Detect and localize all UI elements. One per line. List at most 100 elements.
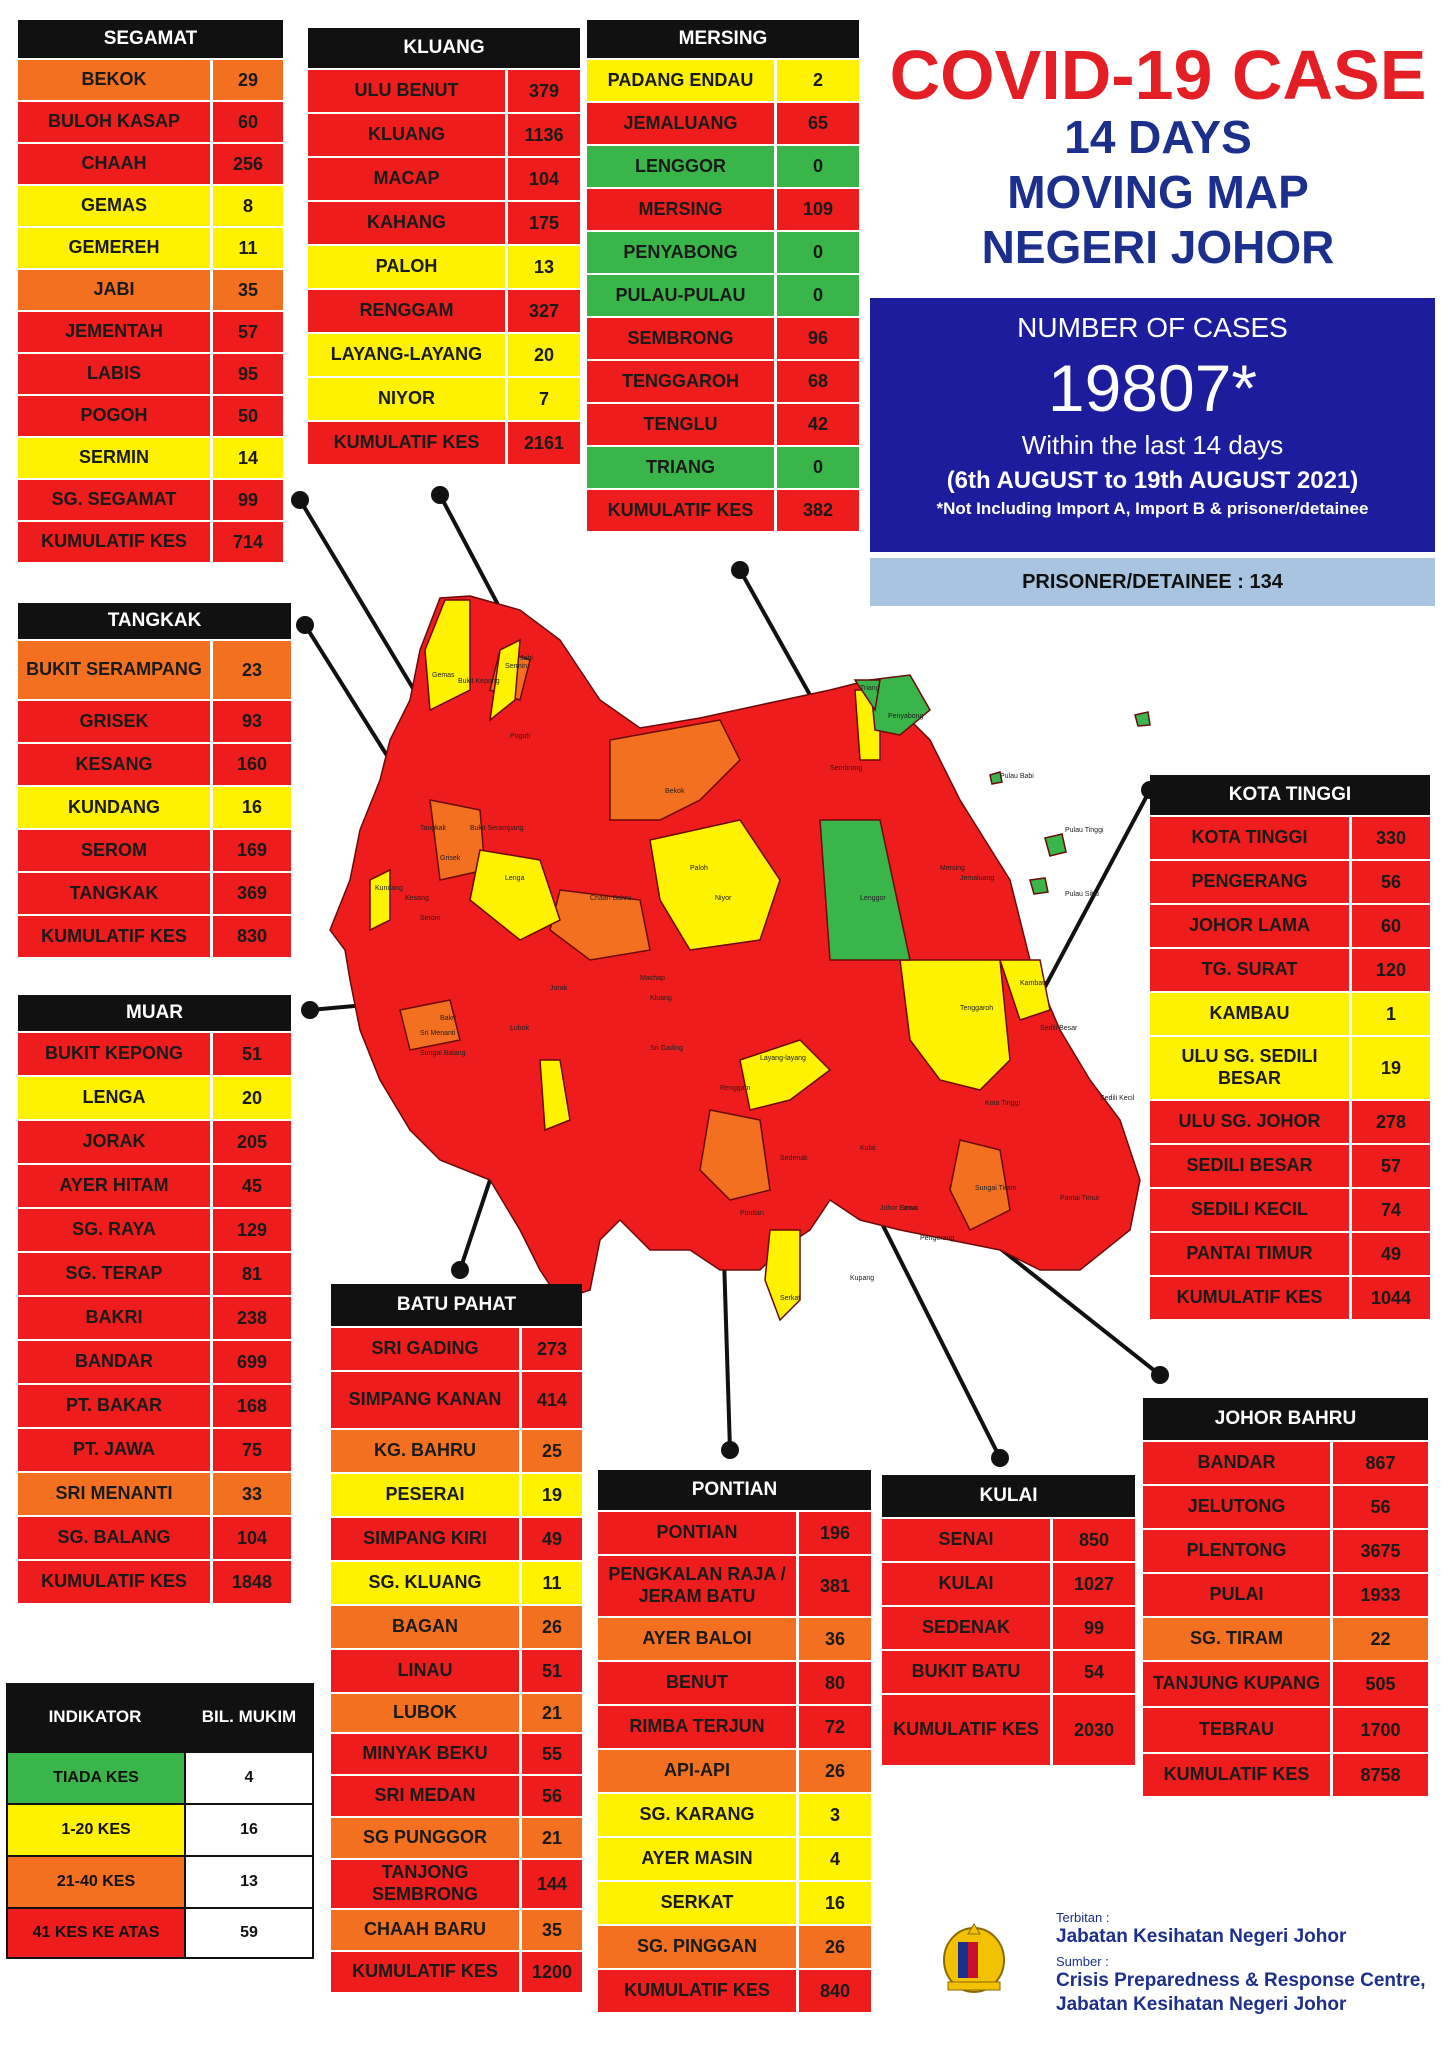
table-row: PADANG ENDAU 2 <box>587 58 859 101</box>
district-header: KOTA TINGGI <box>1150 775 1430 815</box>
case-count: 256 <box>213 144 283 184</box>
case-count: 330 <box>1352 817 1430 859</box>
table-row: BENUT 80 <box>598 1660 871 1704</box>
case-count: 278 <box>1352 1101 1430 1143</box>
crest-logo <box>940 1920 1008 1998</box>
mukim-name: POGOH <box>18 396 213 436</box>
case-count: 382 <box>777 490 859 531</box>
case-count: 3 <box>799 1794 871 1836</box>
case-count: 11 <box>213 228 283 268</box>
case-count: 0 <box>777 146 859 187</box>
mukim-name: PANTAI TIMUR <box>1150 1233 1352 1275</box>
case-count: 0 <box>777 232 859 273</box>
table-row: BUKIT KEPONG 51 <box>18 1031 291 1075</box>
map-place-label: Kambau <box>1020 980 1046 987</box>
map-place-label: Sembrong <box>830 765 862 772</box>
mukim-name: TG. SURAT <box>1150 949 1352 991</box>
mukim-name: SG. PINGGAN <box>598 1926 799 1968</box>
table-row: SG. BALANG 104 <box>18 1515 291 1559</box>
table-row: JOHOR LAMA 60 <box>1150 903 1430 947</box>
table-row: KESANG 160 <box>18 742 291 785</box>
case-count: 1848 <box>213 1561 291 1603</box>
region-kambau <box>998 959 1051 1021</box>
map-place-label: Sungai Balang <box>420 1050 466 1057</box>
mukim-name: RIMBA TERJUN <box>598 1706 799 1748</box>
map-place-label: Machap <box>640 975 665 982</box>
connector-dot <box>991 1449 1009 1467</box>
cumulative-row: KUMULATIF KES 714 <box>18 520 283 562</box>
district-table-batu-pahat: BATU PAHAT SRI GADING 273 SIMPANG KANAN 414 K… <box>331 1284 582 1992</box>
case-count: 99 <box>213 480 283 520</box>
case-count: 699 <box>213 1341 291 1383</box>
table-row: SG PUNGGOR 21 <box>331 1816 582 1858</box>
mukim-name: LAYANG-LAYANG <box>308 334 508 376</box>
mukim-name: LUBOK <box>331 1694 522 1732</box>
district-header: JOHOR BAHRU <box>1143 1398 1428 1440</box>
table-row: BAKRI 238 <box>18 1295 291 1339</box>
case-count: 414 <box>522 1372 582 1428</box>
table-row: SRI GADING 273 <box>331 1326 582 1370</box>
table-row: KLUANG 1136 <box>308 112 580 156</box>
mukim-name: PENGKALAN RAJA / JERAM BATU <box>598 1556 799 1616</box>
connector-dot <box>1151 1366 1169 1384</box>
table-row: BUKIT SERAMPANG 23 <box>18 639 291 699</box>
case-count: 175 <box>508 202 580 244</box>
case-count: 14 <box>213 438 283 478</box>
mukim-name: PENGERANG <box>1150 861 1352 903</box>
source-line-2: Jabatan Kesihatan Negeri Johor <box>1056 1994 1347 2015</box>
case-count: 1200 <box>522 1952 582 1992</box>
mukim-name: KUMULATIF KES <box>18 522 213 562</box>
table-row: BAGAN 26 <box>331 1604 582 1648</box>
district-table-kota-tinggi: KOTA TINGGI KOTA TINGGI 330 PENGERANG 56 JOHO… <box>1150 775 1430 1319</box>
table-row: MACAP 104 <box>308 156 580 200</box>
mukim-name: API-API <box>598 1750 799 1792</box>
case-count: 830 <box>213 916 291 957</box>
legend-row: TIADA KES 4 <box>6 1751 314 1803</box>
case-count: 850 <box>1053 1519 1135 1561</box>
region-sermin <box>488 638 521 722</box>
mukim-name: KUMULATIF KES <box>1143 1754 1333 1796</box>
table-row: JABI 35 <box>18 268 283 310</box>
mukim-name: BULOH KASAP <box>18 102 213 142</box>
mukim-name: GEMAS <box>18 186 213 226</box>
island-pulau-sibu <box>1029 877 1049 895</box>
title-main: COVID-19 CASE <box>889 36 1427 114</box>
case-count: 68 <box>777 361 859 402</box>
case-count: 7 <box>508 378 580 420</box>
cases-period: Within the last 14 days <box>1021 430 1284 460</box>
legend-row: 1-20 KES 16 <box>6 1803 314 1855</box>
table-row: ULU SG. JOHOR 278 <box>1150 1099 1430 1143</box>
mukim-name: ULU BENUT <box>308 70 508 112</box>
case-count: 55 <box>522 1734 582 1774</box>
table-row: TG. SURAT 120 <box>1150 947 1430 991</box>
region-paloh <box>649 819 781 951</box>
case-count: 2 <box>777 60 859 101</box>
table-row: SEDILI BESAR 57 <box>1150 1143 1430 1187</box>
island-pulau-babi <box>989 771 1003 785</box>
mukim-name: JOHOR LAMA <box>1150 905 1352 947</box>
published-by: Jabatan Kesihatan Negeri Johor <box>1056 1926 1347 1947</box>
district-header: KULAI <box>882 1475 1135 1517</box>
region-lenga <box>469 849 561 941</box>
table-row: PULAI 1933 <box>1143 1572 1428 1616</box>
case-count: 23 <box>213 641 291 699</box>
region-api-api <box>699 1109 771 1201</box>
mukim-name: NIYOR <box>308 378 508 420</box>
mukim-name: PT. JAWA <box>18 1429 213 1471</box>
table-row: BUKIT BATU 54 <box>882 1649 1135 1693</box>
mukim-name: KUMULATIF KES <box>882 1695 1053 1765</box>
map-place-label: Sedenak <box>780 1155 808 1162</box>
mukim-name: PULAU-PULAU <box>587 275 777 316</box>
table-row: GEMEREH 11 <box>18 226 283 268</box>
table-row: SERMIN 14 <box>18 436 283 478</box>
table-row: LENGA 20 <box>18 1075 291 1119</box>
legend-count: 59 <box>184 1909 314 1957</box>
map-place-label: Serkat <box>780 1295 800 1302</box>
table-row: KG. BAHRU 25 <box>331 1428 582 1472</box>
case-count: 29 <box>213 60 283 100</box>
case-count: 1027 <box>1053 1563 1135 1605</box>
case-count: 60 <box>1352 905 1430 947</box>
map-place-label: Jorak <box>550 985 568 992</box>
mukim-name: TRIANG <box>587 447 777 488</box>
table-row: ULU SG. SEDILI BESAR 19 <box>1150 1035 1430 1099</box>
